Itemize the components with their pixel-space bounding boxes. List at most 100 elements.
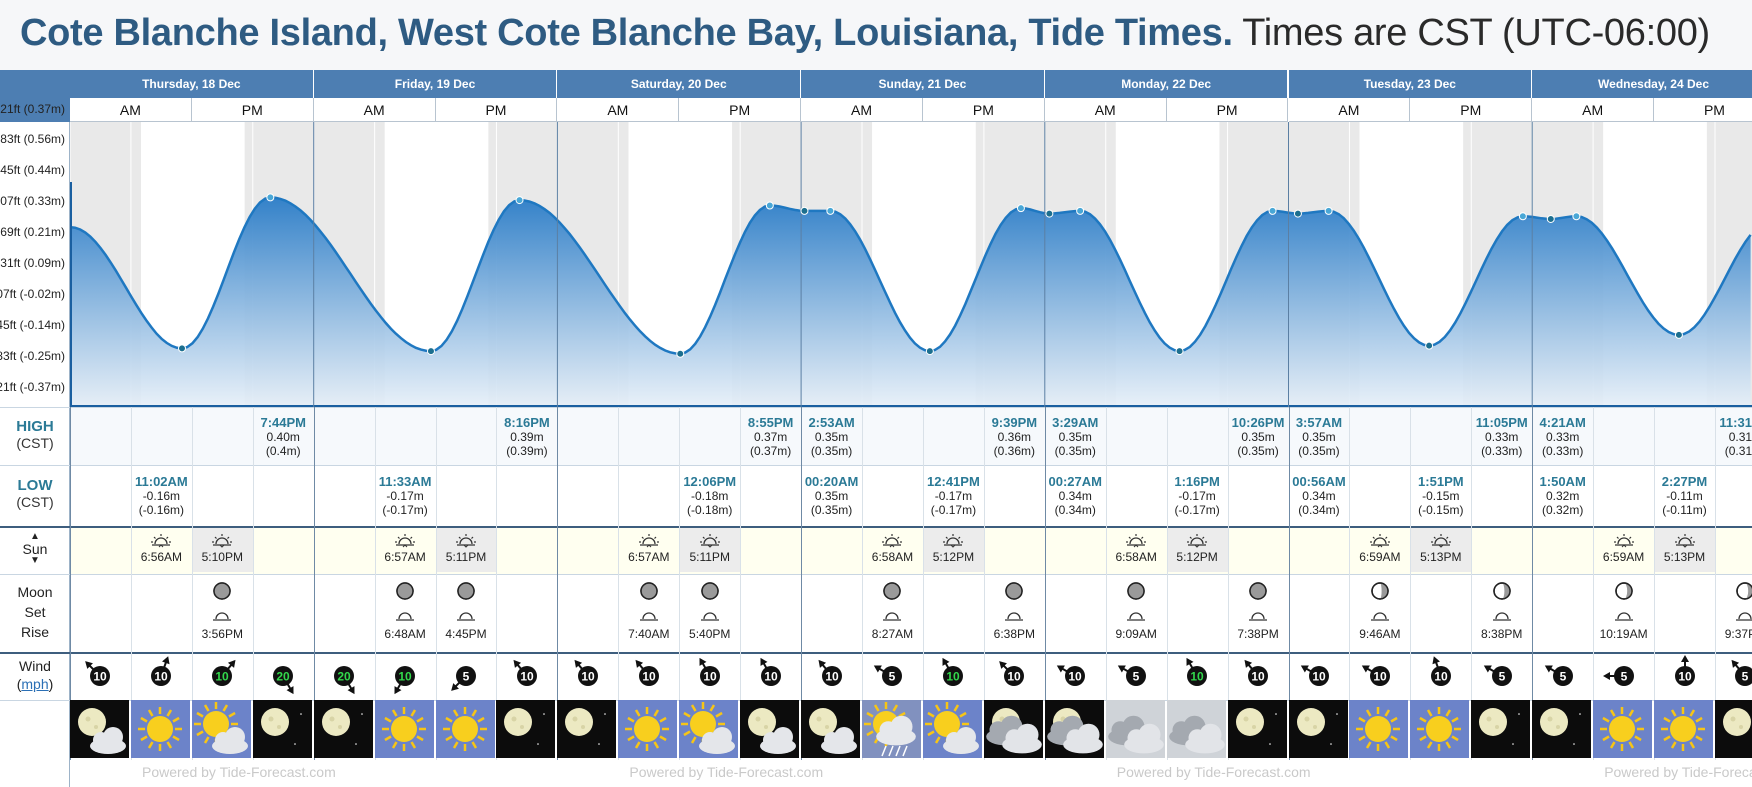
wind-cell: 5	[1594, 652, 1654, 708]
sunrise-icon	[1369, 534, 1390, 548]
night-cloudy-icon	[983, 700, 1043, 758]
high-tide-height: 0.33m	[1485, 430, 1519, 444]
rain-icon	[862, 700, 922, 758]
wind-direction-icon: 5	[451, 666, 476, 691]
high-tide-height: 0.35m	[1058, 430, 1092, 444]
moonset-icon	[396, 612, 415, 621]
partly-cloudy-icon	[191, 700, 251, 758]
wind-cell: 10	[1045, 652, 1105, 708]
high-tide-height: 0.31m	[1728, 430, 1752, 444]
wind-cell: 5	[436, 652, 496, 708]
low-tide-marker	[178, 344, 187, 353]
wind-direction-icon: 10	[1674, 655, 1695, 686]
wind-cell: 10	[70, 652, 130, 708]
moonset-icon	[213, 612, 232, 621]
low-tide-height: 0.34m	[1302, 489, 1336, 503]
low-tide-height-paren: (0.32m)	[1541, 503, 1584, 517]
moon-time: 7:40AM	[628, 627, 670, 641]
wind-cell: 5	[1106, 652, 1166, 708]
sunset-icon	[212, 534, 233, 548]
page-title: Cote Blanche Island, West Cote Blanche B…	[20, 12, 1710, 55]
low-tide-height-paren: (-0.15m)	[1418, 503, 1464, 517]
high-tide-height-paren: (0.39m)	[506, 444, 548, 458]
column-line	[1166, 407, 1168, 760]
weather-cell	[435, 700, 495, 758]
wind-speed: 10	[155, 670, 169, 684]
low-tide-entry: 12:41PM -0.17m (-0.17m)	[920, 475, 986, 518]
partly-cloudy-icon	[922, 700, 982, 758]
wind-cell: 5	[1533, 652, 1593, 708]
day-header: Wednesday, 24 Dec	[1532, 70, 1752, 98]
wind-row-label: Wind (mph)	[0, 657, 70, 693]
y-axis-tick-label: 1.07ft (0.33m)	[0, 194, 65, 208]
high-tide-height: 0.40m	[266, 430, 300, 444]
moon-time: 5:40PM	[689, 627, 731, 641]
day-header: Friday, 19 Dec	[313, 70, 558, 98]
night-partly-cloudy-icon	[70, 700, 129, 758]
low-tide-time: 12:06PM	[683, 474, 737, 489]
pm-label: PM	[922, 98, 1045, 122]
sunrise-time: 6:57AM	[628, 550, 670, 564]
sunny-icon	[435, 700, 495, 758]
day-header: Saturday, 20 Dec	[557, 70, 802, 98]
column-line	[679, 407, 681, 760]
clear-night-icon	[1471, 700, 1531, 758]
moonset-icon	[1492, 612, 1511, 621]
weather-cell	[1593, 700, 1653, 758]
sunrise-time: 6:58AM	[1115, 550, 1157, 564]
wind-speed: 10	[947, 670, 961, 684]
low-tide-time: 11:02AM	[135, 474, 188, 489]
am-label: AM	[1532, 98, 1655, 122]
wind-speed: 10	[1008, 670, 1022, 684]
partly-cloudy-icon	[679, 700, 739, 758]
moon-phase-icon	[1249, 582, 1267, 600]
wind-cell: 10	[558, 652, 618, 708]
column-line	[252, 407, 254, 760]
moon-cell: 5:40PM	[680, 581, 740, 641]
clear-night-icon	[252, 700, 312, 758]
tide-chart	[70, 122, 1752, 407]
low-tide-entry: 11:02AM -0.16m (-0.16m)	[128, 474, 194, 518]
moon-time: 7:38PM	[1237, 627, 1279, 641]
sunset-icon	[1674, 534, 1695, 548]
wind-direction-icon: 5	[874, 665, 903, 686]
night-partly-cloudy-icon	[740, 700, 800, 758]
sunset-icon	[1187, 534, 1208, 548]
wind-speed: 20	[277, 670, 291, 684]
sunset-time: 5:11PM	[445, 550, 487, 564]
moon-rise-label: Rise	[20, 624, 49, 640]
low-band	[70, 465, 1752, 526]
low-tide-marker	[800, 206, 809, 215]
wind-speed: 5	[1620, 670, 1627, 684]
high-tide-time: 8:16PM	[504, 415, 550, 430]
moon-time: 6:38PM	[993, 627, 1035, 641]
moon-time: 10:19AM	[1599, 627, 1648, 641]
low-tide-entry: 1:50AM 0.32m (0.32m)	[1530, 475, 1596, 518]
moon-time: 9:09AM	[1115, 627, 1157, 641]
moon-label: Moon	[17, 584, 53, 600]
sunset-icon	[456, 534, 476, 548]
sunrise-time: 6:57AM	[384, 550, 426, 564]
night-partly-cloudy-icon	[801, 700, 861, 758]
am-label: AM	[1044, 98, 1167, 122]
day-column-line	[1532, 407, 1534, 760]
moonset-icon	[883, 612, 902, 621]
low-tide-height: -0.16m	[142, 489, 181, 503]
weather-cell	[130, 700, 190, 758]
y-axis-tick-label: 1.21ft (0.37m)	[0, 102, 65, 116]
moon-cell: 9:37PM	[1715, 581, 1752, 641]
wind-cell: 10	[1167, 652, 1227, 708]
moon-phase-icon	[1736, 582, 1752, 600]
moon-phase-icon	[700, 582, 719, 600]
high-tide-height: 0.39m	[510, 430, 544, 444]
high-tide-time: 7:44PM	[260, 415, 306, 430]
high-tide-marker	[1016, 204, 1025, 213]
moon-time: 8:38PM	[1481, 627, 1523, 641]
wind-unit-link[interactable]: mph	[21, 676, 49, 692]
wind-direction-icon: 10	[1300, 665, 1329, 686]
day-column-line	[1044, 407, 1046, 760]
moon-cell: 7:40AM	[619, 581, 679, 641]
low-tide-time: 11:33AM	[378, 474, 432, 489]
wind-direction-icon: 10	[818, 659, 842, 686]
moon-time: 9:46AM	[1359, 627, 1401, 641]
